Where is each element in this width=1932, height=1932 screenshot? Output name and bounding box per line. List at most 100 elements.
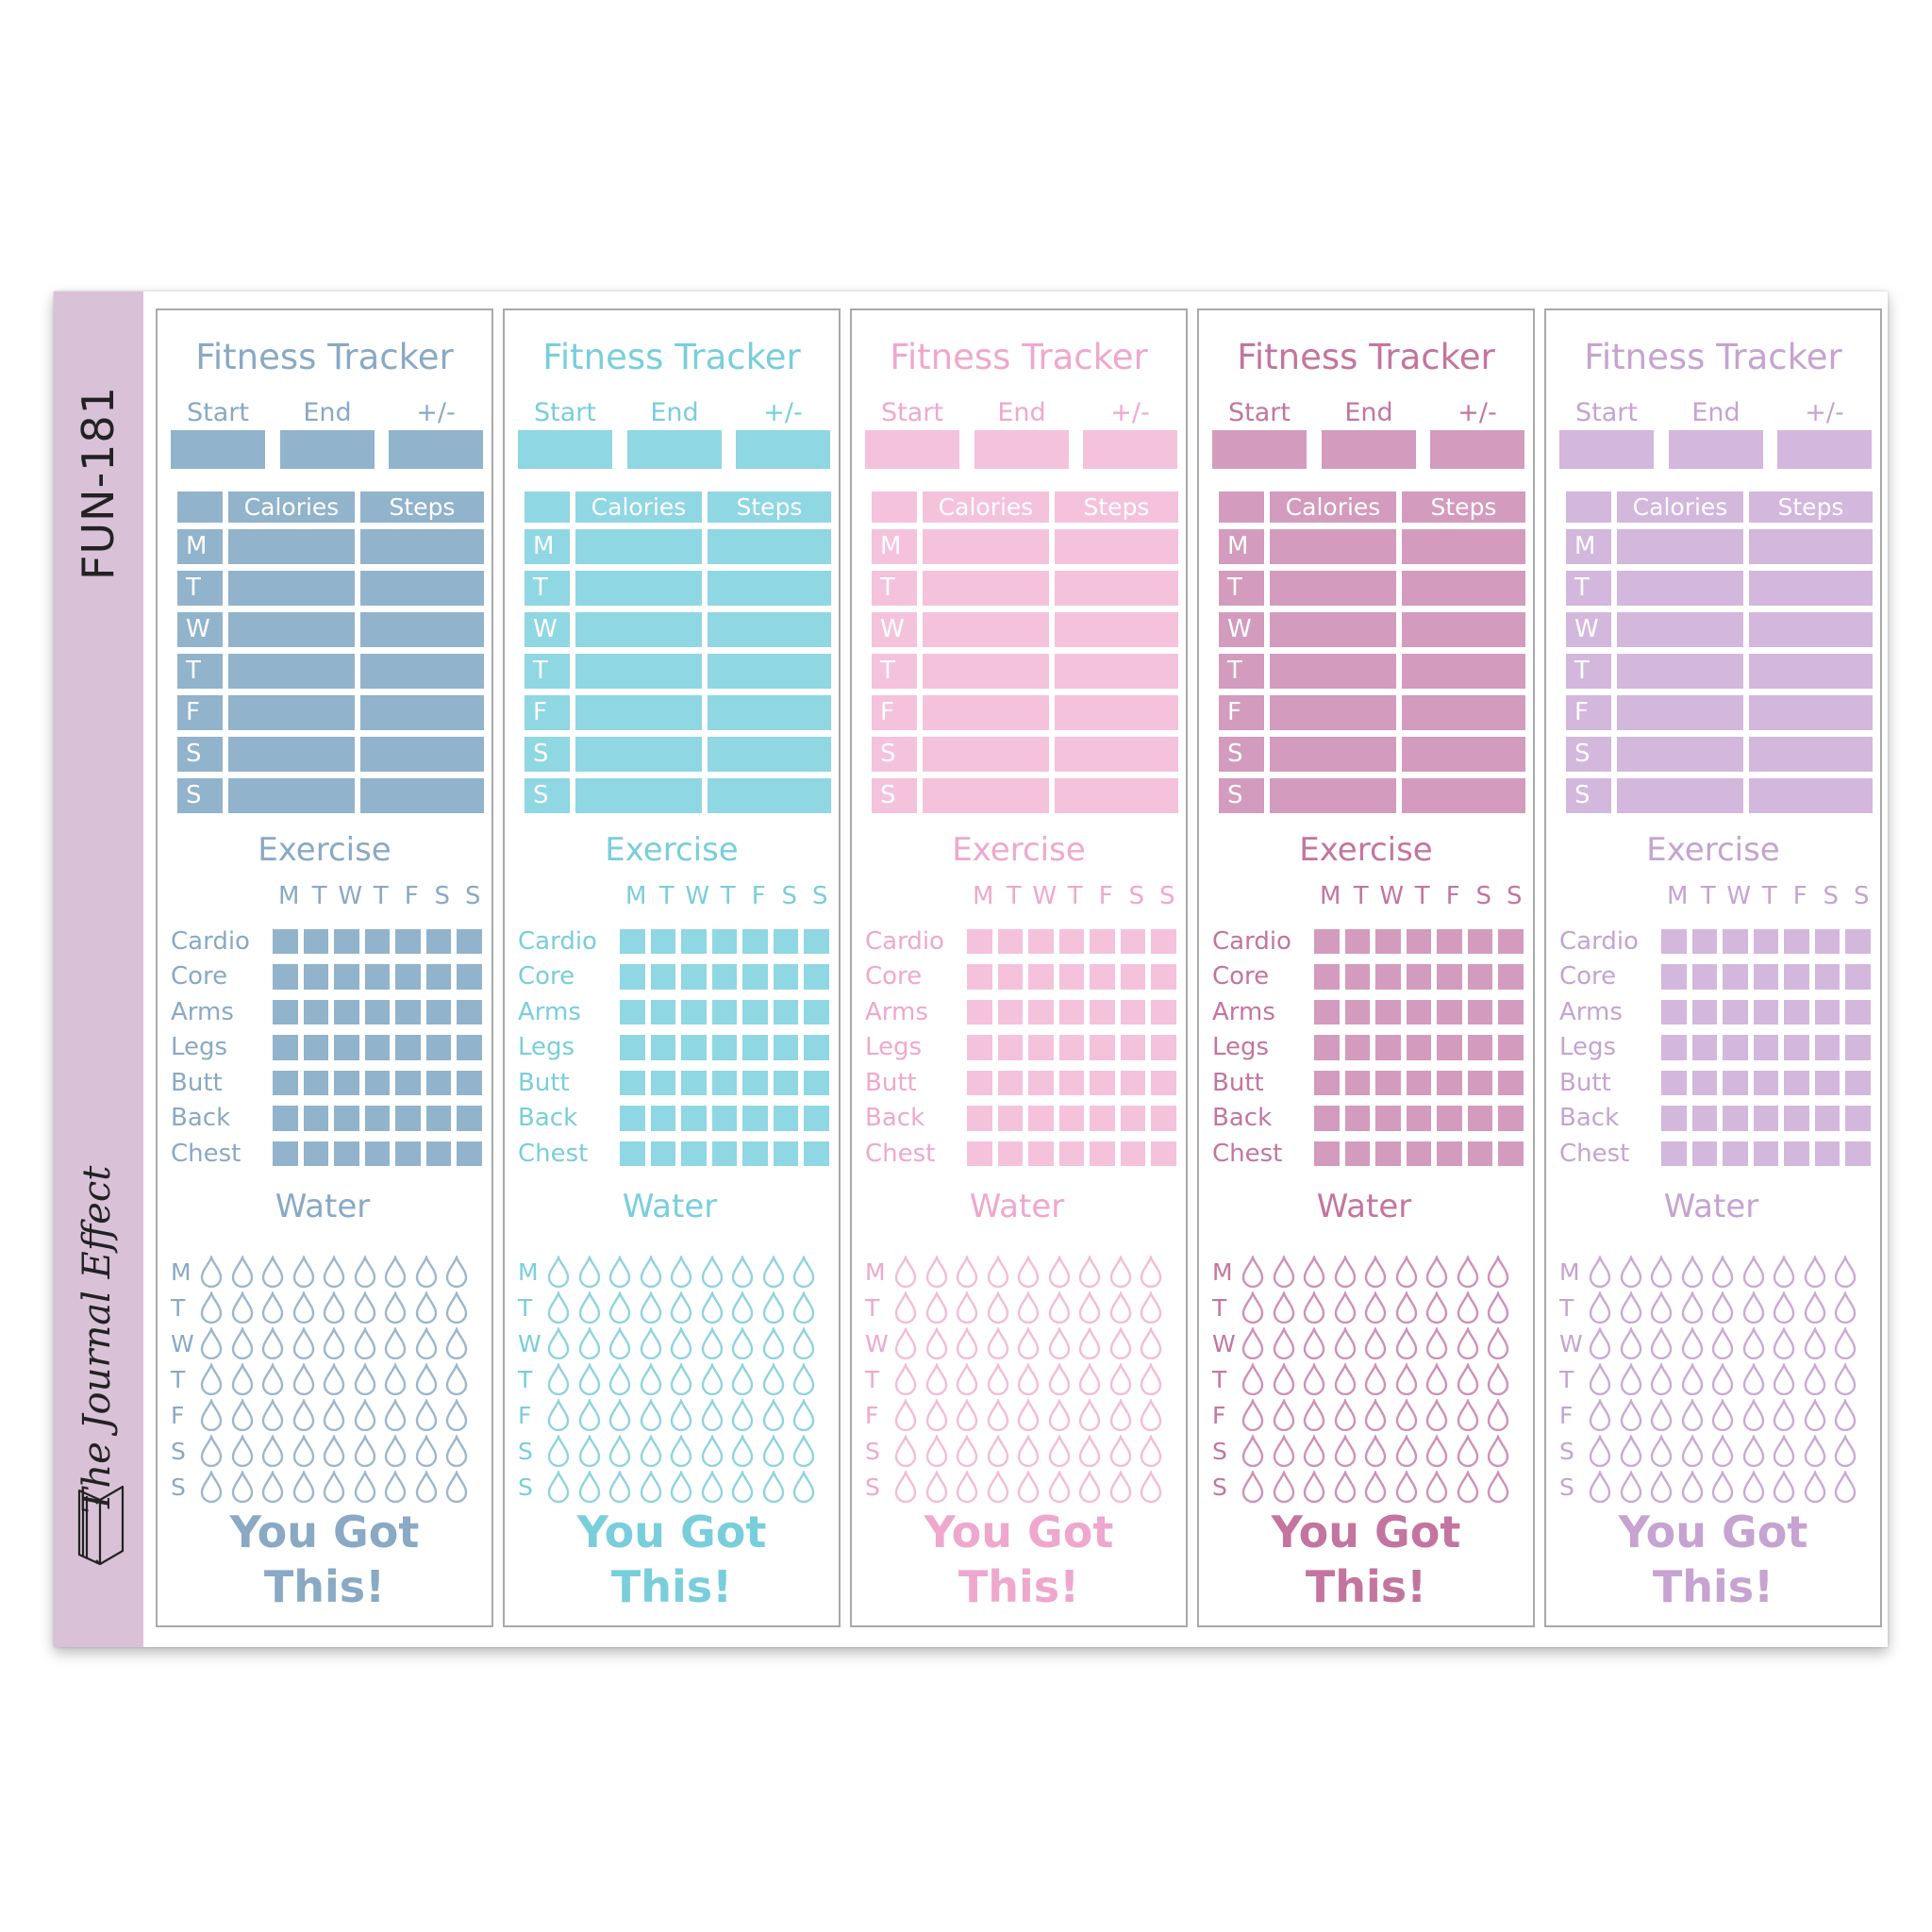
water-drop-icon bbox=[261, 1291, 284, 1324]
water-day-label: T bbox=[1212, 1365, 1227, 1393]
exercise-day-label: S bbox=[1158, 882, 1175, 910]
water-row: T bbox=[1559, 1290, 1864, 1325]
water-drop-icon bbox=[670, 1363, 692, 1395]
water-drop-icon bbox=[1804, 1399, 1825, 1431]
exercise-checkbox bbox=[1120, 1106, 1145, 1131]
exercise-day-label: S bbox=[1128, 882, 1144, 910]
water-row: S bbox=[171, 1469, 475, 1505]
steps-cell bbox=[1055, 612, 1178, 647]
water-drop-icon bbox=[384, 1256, 407, 1288]
panel-title: Fitness Tracker bbox=[1237, 337, 1495, 377]
water-drop-icon bbox=[200, 1471, 223, 1503]
water-drop-icon bbox=[323, 1363, 345, 1395]
exercise-list: Cardio Core Arms Legs Butt Back Chest bbox=[1212, 924, 1529, 1172]
water-drop-icon bbox=[956, 1291, 978, 1324]
calories-cell bbox=[923, 612, 1049, 647]
water-drop-icon bbox=[292, 1327, 314, 1359]
water-drop-icon bbox=[1487, 1327, 1509, 1359]
water-drop-icon bbox=[1109, 1363, 1131, 1395]
exercise-row: Cardio bbox=[865, 924, 1182, 959]
water-drop-icon bbox=[1017, 1471, 1040, 1503]
water-drop-icon bbox=[762, 1435, 784, 1467]
exercise-checkbox bbox=[1375, 964, 1401, 990]
day-label: F bbox=[872, 695, 917, 730]
exercise-checkbox bbox=[711, 1035, 737, 1060]
exercise-title: Exercise bbox=[1299, 831, 1433, 869]
slogan: You Got This! bbox=[505, 1505, 839, 1614]
water-drop-icon bbox=[1742, 1435, 1764, 1467]
exercise-checkbox bbox=[1375, 928, 1401, 954]
water-row: F bbox=[1559, 1397, 1864, 1433]
tracker-panel-mauve: Fitness Tracker Start End +/- Calories Steps M… bbox=[1197, 308, 1535, 1627]
water-day-label: S bbox=[1559, 1473, 1574, 1501]
exercise-checkbox bbox=[1058, 1106, 1084, 1131]
calories-steps-table: Calories Steps M T W T F S S bbox=[177, 491, 490, 813]
water-drop-icon bbox=[445, 1327, 468, 1359]
water-day-label: T bbox=[865, 1293, 880, 1322]
end-label: End bbox=[1344, 398, 1393, 427]
exercise-row: Chest bbox=[865, 1136, 1182, 1172]
exercise-checkbox bbox=[804, 1106, 829, 1131]
exercise-checkbox bbox=[1784, 1106, 1809, 1131]
day-label: W bbox=[525, 612, 570, 647]
calories-header: Calories bbox=[1270, 491, 1396, 523]
plus-minus-label: +/- bbox=[416, 398, 456, 427]
day-label: S bbox=[1566, 778, 1611, 813]
exercise-label: Legs bbox=[1212, 1033, 1270, 1062]
water-drop-icon bbox=[1395, 1256, 1417, 1288]
water-drop-icon bbox=[956, 1399, 978, 1431]
exercise-checkbox bbox=[1845, 1106, 1871, 1131]
water-drop-icon bbox=[1425, 1363, 1448, 1395]
water-drop-icon bbox=[292, 1399, 314, 1431]
exercise-day-label: F bbox=[1098, 882, 1113, 910]
steps-cell bbox=[708, 695, 831, 730]
water-drop-icon bbox=[1241, 1435, 1264, 1467]
water-drop-icon bbox=[925, 1327, 947, 1359]
water-drop-icon bbox=[1078, 1256, 1101, 1288]
water-drop-icon bbox=[231, 1471, 253, 1503]
day-label: W bbox=[1566, 612, 1611, 647]
exercise-checkbox bbox=[650, 1141, 675, 1166]
water-drop-icon bbox=[792, 1399, 815, 1431]
water-drop-icon bbox=[640, 1471, 661, 1503]
exercise-label: Arms bbox=[1212, 997, 1275, 1026]
exercise-day-label: F bbox=[404, 882, 419, 910]
water-drop-icon bbox=[1273, 1256, 1294, 1288]
exercise-checkbox bbox=[303, 1070, 328, 1095]
water-drop-icon bbox=[445, 1363, 468, 1395]
water-day-label: S bbox=[518, 1437, 533, 1465]
slogan: You Got This! bbox=[1546, 1505, 1880, 1614]
water-row: M bbox=[1559, 1254, 1864, 1290]
water-drop-icon bbox=[1457, 1363, 1478, 1395]
water-drop-icon bbox=[261, 1471, 284, 1503]
water-drop-icon bbox=[547, 1435, 570, 1467]
day-label: F bbox=[1219, 695, 1264, 730]
water-drop-icon bbox=[415, 1291, 437, 1324]
water-drop-icon bbox=[792, 1256, 815, 1288]
exercise-checkbox bbox=[1845, 928, 1871, 954]
table-corner-cell bbox=[872, 491, 917, 523]
exercise-checkbox bbox=[1691, 1106, 1717, 1131]
water-drop-icon bbox=[925, 1471, 947, 1503]
exercise-checkbox bbox=[997, 928, 1023, 954]
water-drop-icon bbox=[323, 1399, 345, 1431]
exercise-day-label: S bbox=[464, 882, 481, 910]
exercise-checkbox bbox=[1784, 928, 1809, 954]
exercise-row: Cardio bbox=[171, 924, 488, 959]
water-drop-icon bbox=[1457, 1471, 1478, 1503]
exercise-checkbox bbox=[967, 1141, 992, 1166]
water-drop-icon bbox=[1048, 1363, 1070, 1395]
calories-cell bbox=[575, 737, 702, 772]
water-drop-icon bbox=[1834, 1256, 1857, 1288]
water-drop-icon bbox=[1620, 1363, 1641, 1395]
water-drop-icon bbox=[1425, 1291, 1448, 1324]
exercise-label: Arms bbox=[1559, 997, 1623, 1026]
steps-cell bbox=[708, 737, 831, 772]
day-label: S bbox=[872, 778, 917, 813]
exercise-checkbox bbox=[681, 1035, 707, 1060]
water-drop-icon bbox=[578, 1256, 600, 1288]
start-box bbox=[1212, 430, 1307, 469]
end-box bbox=[280, 430, 375, 469]
water-drop-icon bbox=[731, 1435, 754, 1467]
exercise-checkbox bbox=[334, 999, 359, 1024]
